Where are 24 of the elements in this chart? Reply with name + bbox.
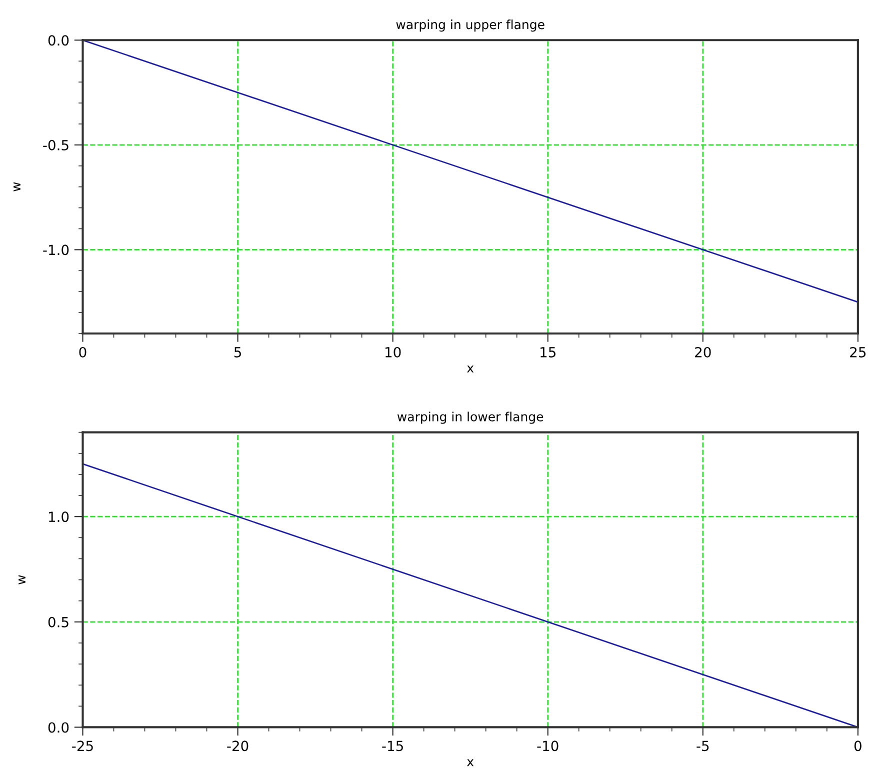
chart-title: warping in lower flange bbox=[397, 412, 544, 424]
x-tick-label: -20 bbox=[227, 740, 248, 752]
x-tick-label: 20 bbox=[695, 346, 711, 358]
chart-title: warping in upper flange bbox=[396, 20, 544, 32]
x-axis-title: x bbox=[467, 759, 474, 766]
x-tick-label: -5 bbox=[696, 740, 709, 752]
x-tick-label: 5 bbox=[234, 347, 241, 358]
y-tick-label: 0.5 bbox=[48, 616, 68, 628]
x-tick-label: -25 bbox=[72, 740, 93, 752]
x-tick-label: 0 bbox=[854, 740, 862, 752]
x-tick-label: 25 bbox=[850, 346, 866, 358]
x-tick-label: -15 bbox=[382, 740, 403, 752]
x-tick-label: 10 bbox=[386, 346, 401, 358]
y-tick-label: -1.0 bbox=[43, 244, 69, 256]
y-tick-label: -0.5 bbox=[43, 140, 68, 150]
y-tick-label: 1.0 bbox=[48, 512, 69, 522]
x-axis-title: x bbox=[467, 366, 474, 372]
y-axis-title: w bbox=[14, 182, 20, 192]
x-tick-label: -10 bbox=[537, 740, 558, 752]
y-axis-title: w bbox=[18, 575, 26, 584]
y-tick-label: 0.0 bbox=[48, 722, 69, 733]
x-tick-label: 15 bbox=[540, 347, 556, 358]
y-tick-label: 0.0 bbox=[48, 35, 69, 46]
x-tick-label: 0 bbox=[79, 346, 86, 358]
